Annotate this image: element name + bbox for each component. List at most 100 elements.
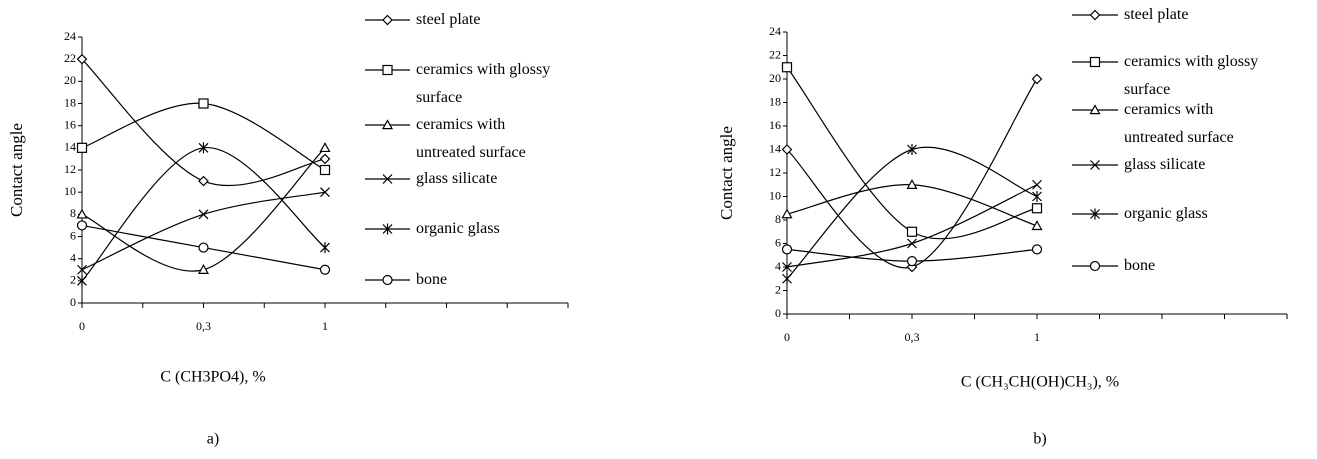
marker-part	[381, 119, 394, 130]
marker	[1031, 244, 1043, 255]
marker	[1089, 56, 1101, 68]
y-tick-label: 24	[64, 29, 76, 43]
marker-part	[319, 164, 331, 176]
y-tick-label: 12	[769, 165, 781, 179]
y-tick-label: 16	[64, 117, 76, 131]
legend-label: organic glass	[416, 220, 500, 237]
y-tick-label: 20	[64, 73, 76, 87]
legend-entry: ceramics with glossy surface	[1124, 53, 1259, 98]
marker	[906, 256, 918, 267]
x-tick-label: 1	[1034, 330, 1040, 344]
y-tick-label: 6	[775, 235, 781, 249]
series-line	[786, 78, 1038, 269]
y-tick-label: 14	[769, 141, 781, 155]
marker	[1089, 104, 1101, 115]
caption: b)	[1033, 431, 1046, 448]
legend-label: bone	[416, 271, 448, 288]
marker-part	[382, 274, 393, 286]
marker	[319, 164, 331, 176]
legend-entry: ceramics with untreated surface	[1124, 101, 1234, 146]
marker-part	[1089, 260, 1101, 272]
x-tick-label: 1	[322, 319, 328, 333]
marker-part	[76, 53, 88, 65]
caption: a)	[207, 431, 219, 448]
marker	[76, 220, 88, 231]
y-tick-label: 2	[70, 273, 76, 287]
x-tick-label: 0,3	[905, 330, 920, 344]
marker	[319, 264, 331, 275]
y-tick-label: 18	[769, 94, 781, 108]
y-tick-label: 8	[775, 212, 781, 226]
marker	[198, 175, 209, 187]
marker	[906, 226, 918, 237]
marker	[382, 174, 393, 184]
series-line	[786, 184, 1038, 227]
y-tick-label: 24	[769, 24, 781, 38]
marker-part	[319, 142, 331, 153]
marker	[781, 62, 793, 73]
x-axis-label: C (CH₃CH(OH)CH₃), %	[961, 374, 1119, 391]
x-axis-label: C (CH3PO4), %	[160, 369, 265, 386]
legend-entry: glass silicate	[1124, 156, 1205, 173]
legend-label: steel plate	[416, 11, 481, 28]
marker-part	[781, 208, 793, 219]
legend-entry: bone	[1124, 257, 1155, 274]
marker	[781, 144, 793, 155]
y-tick-label: 22	[64, 51, 76, 65]
marker-part	[198, 98, 209, 109]
y-tick-label: 0	[70, 295, 76, 309]
legend-entry: ceramics with glossy surface	[416, 61, 551, 106]
marker-part	[76, 208, 88, 219]
legend-entry: steel plate	[1124, 6, 1188, 23]
marker	[198, 142, 209, 154]
legend-label: ceramics with glossy surface	[416, 61, 551, 106]
marker-part	[1089, 104, 1101, 115]
marker	[1089, 260, 1101, 272]
marker	[197, 264, 210, 274]
marker	[76, 142, 88, 153]
y-tick-label: 6	[70, 228, 76, 242]
marker	[198, 242, 209, 253]
y-axis-label: Contact angle	[717, 126, 736, 220]
marker-part	[1089, 9, 1101, 21]
legend-entry: organic glass	[416, 220, 500, 237]
legend-label: ceramics with untreated surface	[416, 116, 526, 161]
marker	[382, 223, 393, 235]
marker-part	[1032, 179, 1042, 190]
y-tick-label: 0	[775, 306, 781, 320]
marker	[77, 264, 87, 275]
marker	[382, 14, 393, 26]
marker	[77, 275, 87, 287]
marker-part	[77, 264, 87, 275]
marker	[781, 208, 793, 219]
legend-entry: glass silicate	[416, 170, 497, 187]
y-tick-label: 4	[70, 250, 76, 264]
marker-part	[1090, 160, 1100, 170]
marker	[782, 273, 792, 285]
marker-part	[1031, 73, 1043, 85]
marker	[906, 179, 918, 189]
series-line	[81, 58, 326, 187]
legend-label: ceramics with glossy surface	[1124, 53, 1259, 98]
marker	[1031, 203, 1043, 214]
marker	[1090, 208, 1100, 220]
marker-part	[320, 187, 330, 198]
marker-part	[319, 264, 331, 275]
marker-part	[907, 238, 917, 249]
marker	[319, 153, 331, 165]
legend-label: ceramics with untreated surface	[1124, 101, 1234, 146]
marker-part	[906, 256, 918, 267]
legend-entry: steel plate	[416, 11, 481, 28]
marker	[907, 238, 917, 249]
marker	[319, 142, 331, 153]
marker	[76, 208, 88, 219]
marker	[198, 98, 209, 109]
marker-part	[382, 174, 393, 184]
y-tick-label: 10	[769, 188, 781, 202]
legend-entry: organic glass	[1124, 205, 1208, 222]
y-tick-label: 20	[769, 71, 781, 85]
marker	[1089, 9, 1101, 21]
y-tick-label: 2	[775, 282, 781, 296]
marker	[781, 244, 793, 255]
y-tick-label: 14	[64, 140, 76, 154]
